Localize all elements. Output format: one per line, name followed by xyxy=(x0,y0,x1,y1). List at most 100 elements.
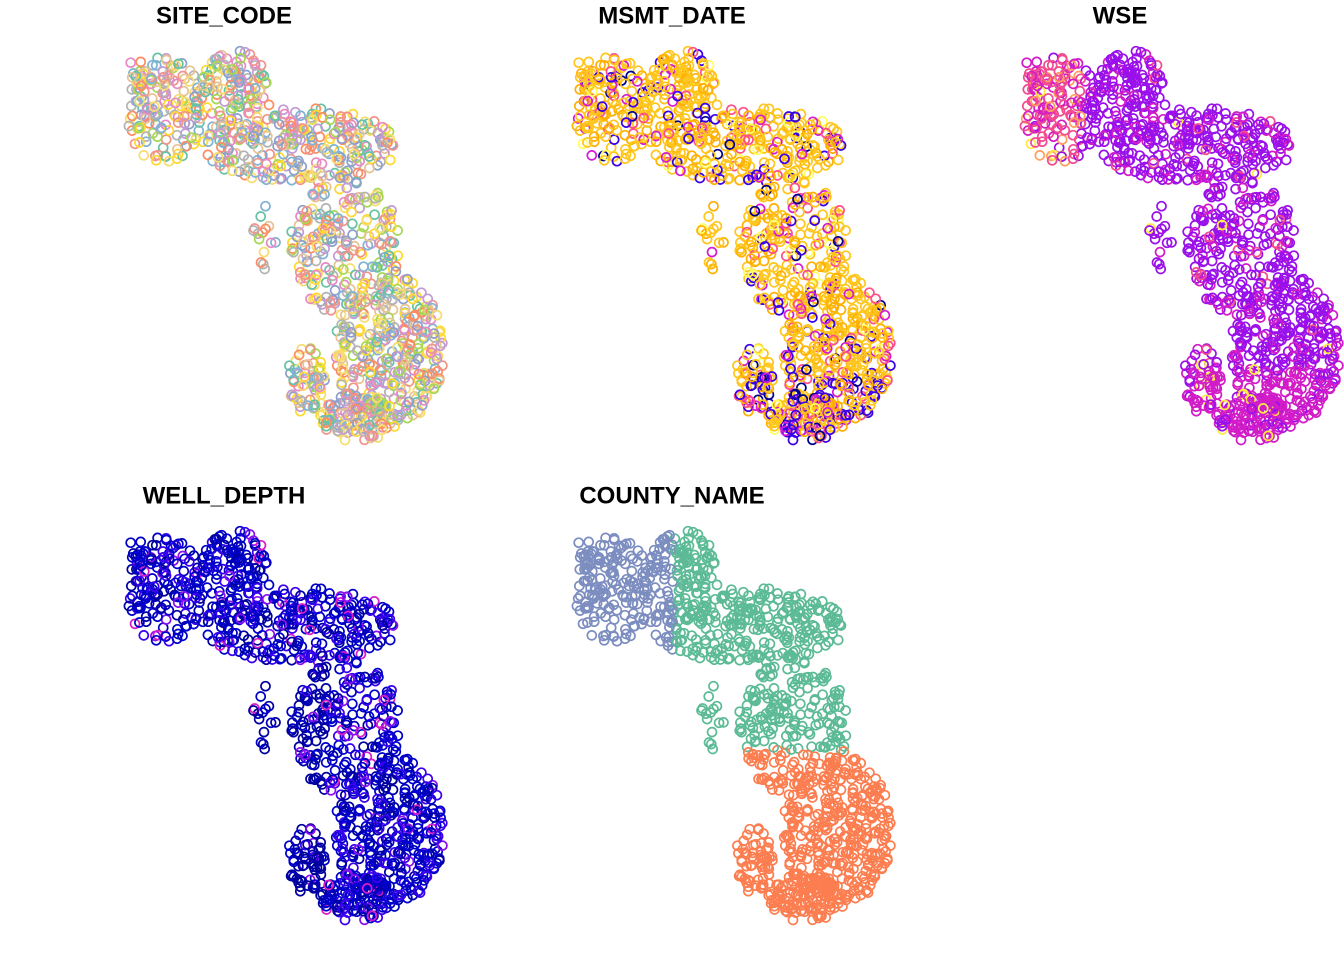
site-point xyxy=(700,157,712,169)
site-point xyxy=(637,91,648,103)
site-point xyxy=(353,325,365,337)
site-point xyxy=(297,253,309,265)
site-point xyxy=(755,231,767,243)
site-point xyxy=(280,129,291,141)
site-point xyxy=(201,102,213,113)
site-point xyxy=(747,269,759,281)
site-point xyxy=(681,77,693,88)
site-point xyxy=(684,74,695,86)
site-point xyxy=(348,148,360,160)
site-point xyxy=(337,424,349,435)
site-point xyxy=(255,257,267,268)
site-point xyxy=(336,244,348,256)
site-point xyxy=(248,123,260,134)
site-point xyxy=(571,120,583,132)
site-point xyxy=(434,325,446,337)
site-point xyxy=(325,304,337,316)
site-point xyxy=(334,183,345,195)
site-point xyxy=(219,576,231,587)
site-point xyxy=(245,93,257,105)
site-point xyxy=(573,57,585,69)
site-point xyxy=(638,96,650,107)
site-point xyxy=(324,114,336,126)
site-point xyxy=(366,430,378,442)
site-point xyxy=(665,83,676,95)
site-point xyxy=(293,155,304,167)
site-point xyxy=(782,183,793,195)
site-point xyxy=(619,153,631,165)
site-point xyxy=(226,113,237,125)
site-point xyxy=(803,246,814,258)
site-point xyxy=(598,154,610,166)
site-point xyxy=(404,339,416,350)
site-point xyxy=(202,629,214,641)
site-point xyxy=(253,233,265,245)
site-point xyxy=(658,75,670,87)
site-point xyxy=(727,108,739,120)
site-point xyxy=(249,167,261,178)
site-point xyxy=(786,196,798,208)
site-point xyxy=(683,133,694,145)
site-point xyxy=(286,389,298,401)
site-point xyxy=(320,417,332,429)
site-point xyxy=(757,294,769,306)
site-point xyxy=(310,103,322,115)
site-point xyxy=(216,141,227,153)
site-point xyxy=(1258,239,1270,251)
site-point xyxy=(675,155,687,166)
site-point xyxy=(752,144,764,156)
site-point xyxy=(686,150,698,162)
site-point xyxy=(741,155,752,167)
site-point xyxy=(138,86,150,97)
site-point xyxy=(150,154,162,166)
site-point xyxy=(683,53,694,64)
site-point xyxy=(717,110,729,122)
site-point xyxy=(142,104,154,115)
site-point xyxy=(162,99,174,111)
site-point xyxy=(1031,56,1043,68)
site-point xyxy=(305,722,317,734)
site-point xyxy=(744,343,756,355)
site-point xyxy=(784,133,796,145)
site-point xyxy=(696,130,707,142)
site-point xyxy=(339,309,351,321)
site-point xyxy=(733,120,745,132)
site-point xyxy=(660,81,671,93)
site-point xyxy=(171,153,183,165)
site-point xyxy=(365,337,377,349)
site-point xyxy=(344,193,355,205)
site-point xyxy=(709,130,721,142)
site-point xyxy=(702,84,714,96)
site-point xyxy=(152,131,163,143)
site-point xyxy=(305,242,317,254)
site-point xyxy=(620,117,632,128)
site-point xyxy=(366,153,377,165)
site-point xyxy=(342,388,353,400)
site-point xyxy=(255,211,267,222)
site-point xyxy=(265,237,277,249)
site-point xyxy=(598,59,610,71)
site-point xyxy=(731,139,743,150)
site-point xyxy=(146,73,157,85)
site-point xyxy=(766,304,778,315)
site-point xyxy=(708,200,719,212)
site-point xyxy=(769,146,781,158)
site-point xyxy=(310,163,322,175)
site-point xyxy=(126,71,138,83)
site-point xyxy=(384,634,396,646)
site-point xyxy=(296,396,308,407)
site-point xyxy=(645,80,657,91)
site-point xyxy=(1265,209,1276,221)
site-point xyxy=(649,102,661,113)
site-point xyxy=(633,103,644,114)
site-point xyxy=(1243,229,1254,240)
site-point xyxy=(384,400,395,412)
site-point xyxy=(708,77,720,88)
site-point xyxy=(360,341,372,352)
site-point xyxy=(318,304,330,315)
site-point xyxy=(672,90,683,102)
site-point xyxy=(801,128,813,140)
site-point xyxy=(140,66,152,78)
site-point xyxy=(190,96,202,107)
